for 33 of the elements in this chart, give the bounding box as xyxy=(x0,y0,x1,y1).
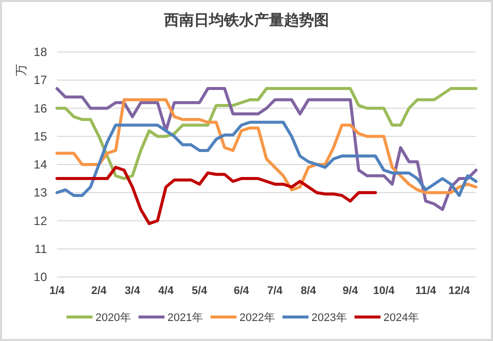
x-tick-label: 12/4 xyxy=(448,285,471,297)
legend-label: 2023年 xyxy=(312,312,347,324)
line-series xyxy=(56,166,377,226)
line-series xyxy=(56,87,478,180)
line-series xyxy=(56,87,478,211)
x-tick-label: 3/4 xyxy=(124,285,141,297)
x-tick-label: 10/4 xyxy=(373,285,396,297)
y-axis-title: 万 xyxy=(14,64,28,76)
x-tick-label: 7/4 xyxy=(267,285,284,297)
line-series xyxy=(56,98,478,194)
chart-title: 西南日均铁水产量趋势图 xyxy=(163,12,329,29)
legend-label: 2020年 xyxy=(96,312,131,324)
x-tick-label: 5/4 xyxy=(192,285,208,297)
y-tick-label: 16 xyxy=(34,101,48,116)
legend-label: 2022年 xyxy=(240,312,275,324)
y-tick-label: 18 xyxy=(34,45,48,59)
y-tick-label: 10 xyxy=(34,270,48,284)
x-tick-label: 11/4 xyxy=(415,285,437,297)
x-tick-label: 2/4 xyxy=(91,285,108,297)
x-tick-label: 1/4 xyxy=(49,285,66,297)
y-tick-label: 15 xyxy=(34,129,48,144)
y-tick-label: 11 xyxy=(34,242,48,256)
x-tick-label: 6/4 xyxy=(234,285,250,297)
x-tick-label: 4/4 xyxy=(158,285,174,297)
y-tick-label: 17 xyxy=(34,73,48,88)
y-tick-label: 13 xyxy=(34,186,48,200)
x-tick-label: 9/4 xyxy=(342,285,359,297)
legend-label: 2024年 xyxy=(384,312,419,324)
legend-label: 2021年 xyxy=(168,312,203,324)
x-tick-label: 8/4 xyxy=(300,285,317,297)
y-tick-label: 12 xyxy=(34,214,48,228)
line-series xyxy=(56,120,478,197)
y-tick-label: 14 xyxy=(34,158,48,172)
